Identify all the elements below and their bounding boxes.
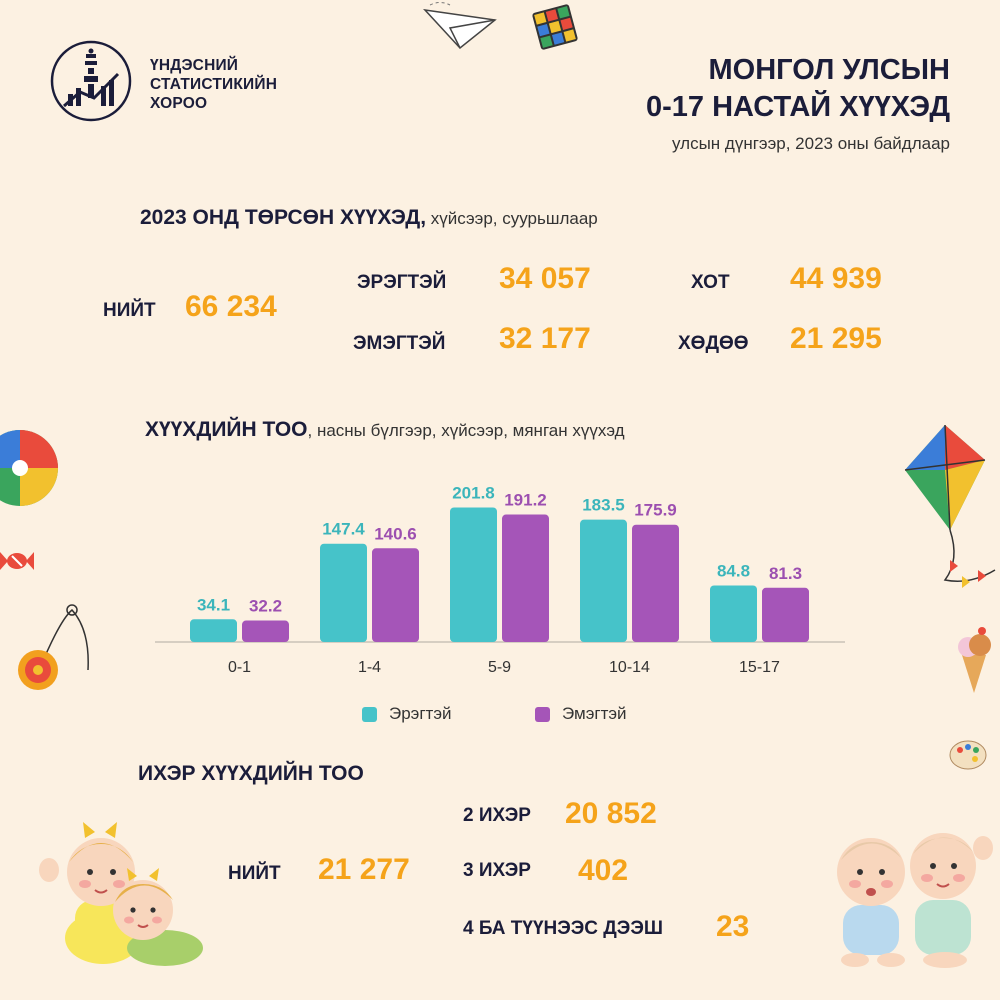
page-title-line1: МОНГОЛ УЛСЫН — [708, 54, 950, 86]
births-female-label: ЭМЭГТЭЙ — [353, 333, 446, 354]
four-plus-label: 4 БА ТҮҮНЭЭС ДЭЭШ — [463, 918, 663, 939]
births-section-title: 2023 ОНД ТӨРСӨН ХҮҮХЭД, хүйсээр, суурьшл… — [140, 206, 598, 230]
babies-right-illustration — [837, 833, 993, 968]
triplets-value: 402 — [578, 854, 629, 887]
legend-item-male: Эрэгтэй — [362, 704, 452, 724]
data-label-10-14-female: 175.9 — [634, 501, 677, 520]
bar-0-1-female — [242, 620, 289, 642]
data-label-10-14-male: 183.5 — [582, 496, 625, 515]
births-urban-label: ХОТ — [691, 272, 730, 293]
births-female-value: 32 177 — [499, 322, 591, 355]
age-sex-bar-chart: 34.1 32.2 0-1 147.4 140.6 1-4 201.8 191.2 5-9 183… — [155, 483, 845, 676]
data-label-0-1-female: 32.2 — [249, 597, 282, 616]
paint-palette-icon — [949, 740, 987, 770]
births-total-value: 66 234 — [185, 290, 277, 323]
births-title: 2023 ОНД ТӨРСӨН ХҮҮХЭД, — [140, 206, 427, 229]
bar-5-9-male — [450, 507, 497, 642]
paper-plane-icon — [423, 2, 497, 50]
org-name: ҮНДЭСНИЙ СТАТИСТИКИЙН ХОРОО — [150, 56, 277, 113]
x-tick-label-1-4: 1-4 — [358, 659, 381, 676]
births-total-label: НИЙТ — [103, 300, 156, 321]
data-label-15-17-female: 81.3 — [769, 564, 802, 583]
births-rural-label: ХӨДӨӨ — [678, 333, 749, 354]
four-plus-value: 23 — [716, 910, 750, 943]
bar-10-14-male — [580, 519, 627, 642]
x-tick-label-0-1: 0-1 — [228, 659, 251, 676]
yoyo-icon — [18, 604, 89, 690]
legend-item-female: Эмэгтэй — [535, 704, 627, 724]
page-subtitle: улсын дүнгээр, 2023 оны байдлаар — [672, 134, 950, 153]
legend-label-male: Эрэгтэй — [389, 704, 452, 723]
data-label-1-4-male: 147.4 — [322, 520, 365, 539]
births-male-label: ЭРЭГТЭЙ — [357, 272, 447, 293]
legend-label-female: Эмэгтэй — [562, 704, 627, 723]
bar-15-17-male — [710, 585, 757, 642]
bar-1-4-female — [372, 548, 419, 642]
data-label-0-1-male: 34.1 — [197, 595, 230, 614]
twins-value: 20 852 — [565, 797, 657, 830]
page-title-line2: 0-17 НАСТАЙ ХҮҮХЭД — [645, 91, 950, 123]
data-label-15-17-male: 84.8 — [717, 561, 750, 580]
babies-left-illustration — [39, 822, 203, 966]
data-label-5-9-female: 191.2 — [504, 491, 547, 510]
multiples-section-title: ИХЭР ХҮҮХДИЙН ТОО — [138, 762, 364, 785]
births-rural-value: 21 295 — [790, 322, 882, 355]
rubiks-cube-icon — [532, 4, 578, 50]
page-title: МОНГОЛ УЛСЫН 0-17 НАСТАЙ ХҮҮХЭД — [646, 52, 950, 126]
legend-swatch-male — [362, 706, 377, 722]
org-name-line3: ХОРОО — [150, 95, 208, 112]
bar-1-4-male — [320, 543, 367, 642]
bar-15-17-female — [762, 587, 809, 642]
multiples-total-label: НИЙТ — [228, 863, 281, 884]
data-label-5-9-male: 201.8 — [452, 483, 495, 502]
x-tick-label-5-9: 5-9 — [488, 659, 511, 676]
chart-title: ХҮҮХДИЙН ТОО — [145, 418, 308, 441]
births-urban-value: 44 939 — [790, 262, 882, 295]
bar-0-1-male — [190, 619, 237, 642]
twins-label: 2 ИХЭР — [463, 805, 531, 826]
org-name-line1: ҮНДЭСНИЙ — [150, 57, 239, 74]
legend-swatch-female — [535, 706, 550, 722]
kite-icon — [904, 424, 996, 588]
x-tick-label-15-17: 15-17 — [739, 659, 780, 676]
multiples-total-value: 21 277 — [318, 853, 410, 886]
bar-10-14-female — [632, 524, 679, 642]
chart-note: , насны бүлгээр, хүйсээр, мянган хүүхэд — [307, 421, 625, 440]
data-label-1-4-female: 140.6 — [374, 524, 417, 543]
bar-5-9-female — [502, 514, 549, 642]
chart-section-title: ХҮҮХДИЙН ТОО, насны бүлгээр, хүйсээр, мя… — [145, 418, 625, 442]
x-tick-label-10-14: 10-14 — [609, 659, 650, 676]
nso-logo-icon — [50, 40, 132, 122]
ice-cream-icon — [958, 627, 991, 693]
org-name-line2: СТАТИСТИКИЙН — [150, 76, 278, 93]
births-male-value: 34 057 — [499, 262, 591, 295]
beach-ball-icon — [0, 430, 58, 506]
births-note: хүйсээр, суурьшлаар — [426, 209, 598, 228]
candy-icon — [0, 552, 34, 570]
triplets-label: 3 ИХЭР — [463, 860, 531, 881]
